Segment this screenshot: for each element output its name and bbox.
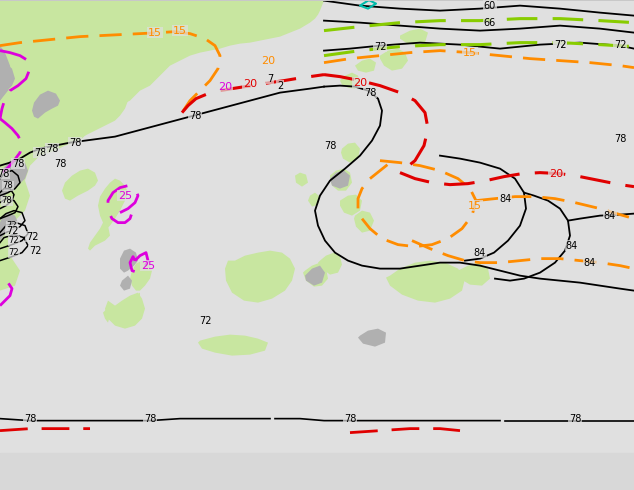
- Text: 20: 20: [243, 78, 257, 89]
- Text: 72: 72: [7, 221, 17, 230]
- Polygon shape: [303, 263, 328, 287]
- Polygon shape: [32, 91, 60, 119]
- Text: 84: 84: [604, 211, 616, 220]
- Text: 78: 78: [614, 134, 626, 144]
- Polygon shape: [318, 253, 342, 274]
- Text: 78: 78: [364, 88, 376, 98]
- Polygon shape: [62, 169, 98, 200]
- Text: ©weatheronline.co.uk: ©weatheronline.co.uk: [477, 475, 628, 489]
- Text: 20: 20: [261, 56, 275, 66]
- Text: 72: 72: [6, 225, 18, 236]
- Text: 84: 84: [584, 258, 596, 268]
- Polygon shape: [120, 275, 132, 291]
- Text: 72: 72: [26, 232, 38, 242]
- Polygon shape: [0, 0, 12, 100]
- Polygon shape: [130, 261, 152, 291]
- Polygon shape: [225, 250, 295, 303]
- Text: 20: 20: [353, 77, 367, 88]
- Polygon shape: [103, 306, 110, 322]
- Polygon shape: [130, 293, 140, 309]
- Polygon shape: [355, 59, 376, 73]
- Polygon shape: [341, 143, 360, 163]
- Text: 72: 72: [9, 236, 19, 245]
- Text: 78: 78: [0, 169, 9, 179]
- Text: 15: 15: [463, 48, 477, 58]
- Polygon shape: [380, 49, 408, 71]
- Text: 15: 15: [148, 27, 162, 38]
- Polygon shape: [358, 329, 386, 346]
- Text: 84: 84: [566, 241, 578, 250]
- Polygon shape: [340, 73, 360, 89]
- Text: 20: 20: [549, 169, 563, 179]
- Text: 78: 78: [24, 414, 36, 424]
- Polygon shape: [330, 171, 350, 189]
- Polygon shape: [0, 0, 324, 291]
- Text: 72: 72: [374, 42, 386, 51]
- Text: 72: 72: [29, 245, 41, 256]
- Polygon shape: [295, 172, 308, 187]
- Text: 78: 78: [12, 159, 24, 169]
- Text: 78: 78: [2, 196, 13, 205]
- Polygon shape: [0, 136, 28, 181]
- Text: 72: 72: [9, 248, 19, 257]
- Polygon shape: [198, 335, 268, 356]
- Text: 78: 78: [34, 147, 46, 158]
- Text: 78: 78: [189, 111, 201, 121]
- Text: 72: 72: [614, 40, 626, 49]
- Text: 78: 78: [3, 181, 13, 190]
- Text: 78: 78: [46, 144, 58, 154]
- Polygon shape: [305, 266, 325, 286]
- Polygon shape: [308, 193, 320, 207]
- Text: 84: 84: [474, 247, 486, 258]
- Text: Th 30-05-2024 18:00 UTC (12+126): Th 30-05-2024 18:00 UTC (12+126): [372, 457, 628, 470]
- Text: 66: 66: [484, 18, 496, 27]
- Polygon shape: [458, 263, 490, 286]
- Text: 25: 25: [118, 191, 132, 200]
- Text: 15: 15: [173, 25, 187, 36]
- Text: 78: 78: [144, 414, 156, 424]
- Polygon shape: [0, 66, 25, 100]
- Text: 15: 15: [468, 200, 482, 211]
- Polygon shape: [330, 169, 352, 191]
- Text: 78: 78: [344, 414, 356, 424]
- Text: 20: 20: [218, 82, 232, 92]
- Polygon shape: [0, 159, 28, 200]
- Polygon shape: [20, 89, 128, 156]
- Text: 72: 72: [198, 316, 211, 326]
- Text: Height/Temp. 925 hPa [gdpm] ECMWF: Height/Temp. 925 hPa [gdpm] ECMWF: [6, 462, 270, 474]
- Polygon shape: [354, 211, 374, 233]
- Polygon shape: [98, 179, 128, 231]
- Text: 60: 60: [484, 0, 496, 11]
- Polygon shape: [0, 213, 18, 241]
- Text: 78: 78: [69, 138, 81, 147]
- Polygon shape: [120, 248, 138, 272]
- Polygon shape: [386, 261, 465, 303]
- Text: 78: 78: [54, 159, 66, 169]
- Text: 72: 72: [553, 40, 566, 49]
- Text: 25: 25: [141, 261, 155, 270]
- Text: 72: 72: [553, 40, 566, 49]
- Polygon shape: [0, 59, 15, 100]
- Text: 78: 78: [569, 414, 581, 424]
- Text: 7: 7: [267, 74, 273, 84]
- Text: 78: 78: [324, 141, 336, 150]
- Text: 2: 2: [277, 81, 283, 91]
- Polygon shape: [88, 222, 110, 250]
- Polygon shape: [105, 293, 145, 329]
- Text: 84: 84: [499, 194, 511, 204]
- Polygon shape: [400, 28, 428, 46]
- Polygon shape: [340, 195, 362, 216]
